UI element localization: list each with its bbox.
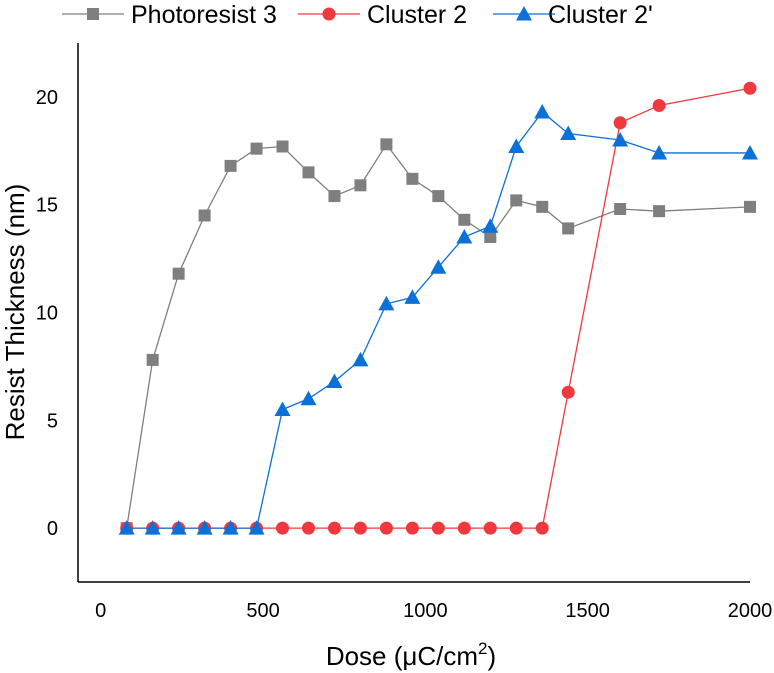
data-point	[483, 521, 497, 535]
series-line	[126, 111, 750, 529]
x-tick-label: 0	[95, 600, 106, 622]
y-tick-label: 10	[36, 303, 58, 325]
x-axis-title-superscript: 2	[478, 639, 487, 658]
data-point	[653, 205, 666, 218]
data-point	[534, 103, 551, 119]
data-point	[198, 209, 211, 222]
x-tick-label: 1000	[403, 600, 448, 622]
y-tick-label: 20	[36, 87, 58, 109]
data-point	[248, 520, 265, 535]
data-point	[118, 520, 135, 535]
data-point	[354, 179, 367, 192]
legend-label: Cluster 2'	[548, 1, 653, 29]
data-point	[222, 520, 239, 535]
x-tick-label: 500	[246, 600, 279, 622]
data-point	[301, 521, 315, 535]
legend-label: Cluster 2	[367, 1, 467, 29]
legend-marker	[87, 8, 99, 20]
y-tick-label: 5	[47, 410, 58, 432]
data-point	[614, 203, 627, 216]
data-point	[560, 125, 577, 141]
data-point	[561, 385, 575, 399]
data-point	[380, 138, 393, 151]
legend-item: Cluster 2	[298, 1, 467, 29]
x-tick-labels: 0 500 1000 1500 2000	[95, 600, 772, 622]
data-point	[170, 520, 187, 535]
data-point	[744, 200, 756, 213]
data-point	[484, 231, 497, 244]
data-point	[457, 521, 471, 535]
data-point	[378, 295, 395, 311]
data-point	[196, 520, 213, 535]
x-axis-title-suffix: )	[488, 641, 497, 671]
legend-marker	[516, 6, 532, 21]
data-point	[482, 218, 499, 233]
data-point	[406, 172, 419, 185]
data-point	[742, 144, 758, 160]
data-point	[353, 521, 367, 535]
data-point	[508, 138, 525, 153]
data-point	[431, 521, 445, 535]
data-point	[562, 222, 575, 235]
legend-item: Photoresist 3	[62, 1, 277, 29]
data-point	[510, 194, 523, 207]
data-point	[432, 190, 445, 203]
x-axis-title: Dose (μC/cm2)	[326, 639, 496, 671]
data-point	[743, 81, 757, 95]
data-point	[379, 521, 393, 535]
data-point	[405, 521, 419, 535]
data-point	[276, 140, 289, 153]
axes: 0 500 1000 1500 2000 0 5 10 15 20	[36, 43, 772, 622]
data-point	[509, 521, 523, 535]
data-point	[352, 351, 369, 367]
data-point	[326, 373, 343, 388]
data-point	[535, 521, 549, 535]
data-point	[613, 116, 627, 130]
data-point	[327, 521, 341, 535]
data-point	[172, 267, 185, 280]
data-point	[302, 166, 315, 179]
legend-item: Cluster 2'	[493, 1, 653, 29]
data-point	[276, 521, 290, 535]
data-point	[274, 401, 291, 417]
data-point	[300, 390, 317, 406]
y-tick-label: 0	[47, 518, 58, 540]
data-point	[430, 259, 447, 274]
data-point	[652, 99, 666, 113]
x-axis-title-main: Dose (μC/cm	[326, 641, 478, 671]
data-point	[458, 213, 471, 226]
y-tick-labels: 0 5 10 15 20	[36, 87, 58, 540]
data-point	[146, 353, 159, 366]
legend: Photoresist 3 Cluster 2 Cluster 2'	[62, 1, 653, 29]
legend-label: Photoresist 3	[131, 1, 277, 29]
x-tick-label: 1500	[565, 600, 610, 622]
data-point	[456, 229, 473, 244]
legend-marker	[322, 7, 336, 21]
x-tick-label: 2000	[728, 600, 773, 622]
data-point	[612, 132, 629, 147]
data-point	[328, 190, 341, 203]
data-point	[404, 289, 421, 304]
data-point	[651, 144, 668, 160]
data-point	[536, 200, 549, 213]
series-photoresist-3	[120, 138, 756, 535]
data-point	[250, 142, 263, 155]
data-point	[224, 159, 237, 172]
data-point	[144, 520, 161, 535]
y-tick-label: 15	[36, 195, 58, 217]
series-cluster-2	[118, 103, 758, 535]
y-axis-title: Resist Thickness (nm)	[0, 184, 30, 441]
series-layer	[118, 81, 758, 535]
